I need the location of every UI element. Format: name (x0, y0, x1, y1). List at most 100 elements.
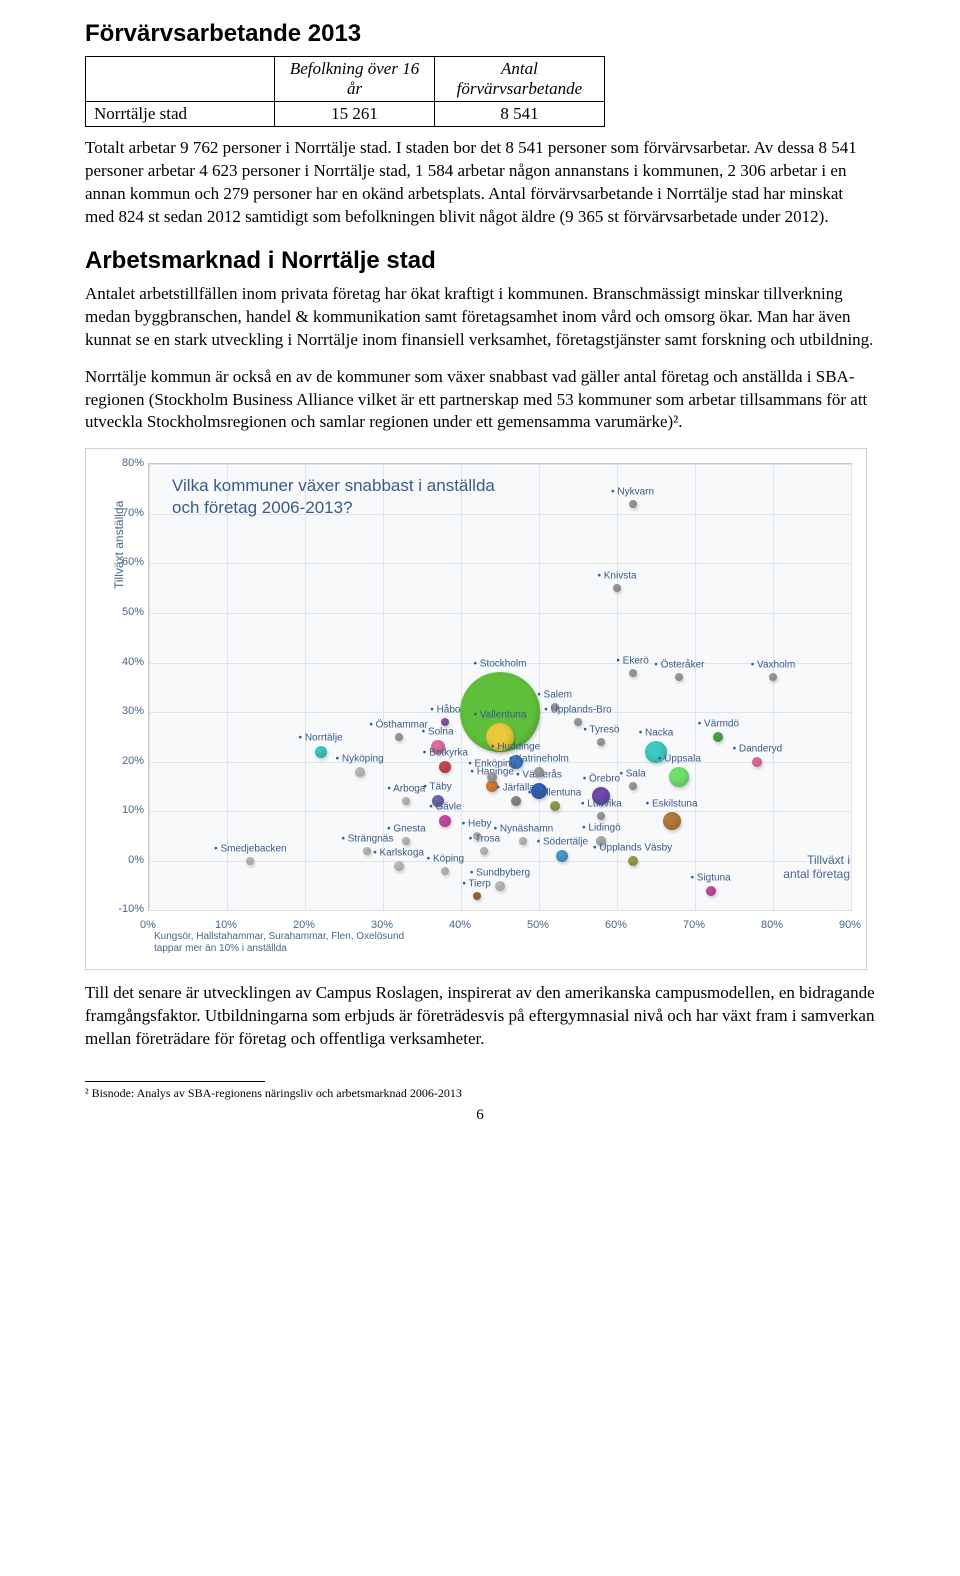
chart-bubble (487, 772, 497, 782)
chart-bubble (574, 718, 582, 726)
chart-bubble-label: • Sala (619, 769, 645, 780)
chart-xtick: 30% (371, 919, 393, 931)
chart-bubble (629, 782, 637, 790)
chart-plot-area: • Stockholm• Vallentuna• Nacka• Uppsala•… (148, 463, 852, 911)
chart-ytick: 50% (110, 606, 144, 618)
chart-bubble-label: • Heby (462, 819, 492, 830)
paragraph-3: Norrtälje kommun är också en av de kommu… (85, 366, 875, 435)
chart-bubble-label: • Upplands Väsby (593, 842, 672, 853)
chart-bubble-label: • Karlskoga (373, 847, 424, 858)
chart-bubble (628, 856, 638, 866)
chart-bubble-label: • Knivsta (597, 571, 636, 582)
footnote-rule (85, 1081, 265, 1082)
chart-bubble-label: • Strängnäs (341, 833, 393, 844)
chart-bubble-label: • Trosa (469, 833, 500, 844)
chart-bubble-label: • Gävle (429, 802, 461, 813)
chart-bubble-label: • Smedjebacken (214, 843, 286, 854)
chart-bubble-label: • Täby (423, 782, 451, 793)
chart-ytick: 10% (110, 804, 144, 816)
chart-bubble (480, 847, 488, 855)
chart-bubble-label: • Sigtuna (690, 872, 730, 883)
employment-table: Befolkning över 16 år Antal förvärvsarbe… (85, 56, 605, 127)
table-cell-population: 15 261 (275, 102, 435, 127)
chart-xtick: 20% (293, 919, 315, 931)
chart-bubble (675, 673, 683, 681)
table-cell-rowlabel: Norrtälje stad (86, 102, 275, 127)
table-header-row: Befolkning över 16 år Antal förvärvsarbe… (86, 57, 605, 102)
chart-xtick: 70% (683, 919, 705, 931)
chart-ytick: -10% (110, 903, 144, 915)
chart-x-axis-label: Tillväxt i antal företag (783, 853, 850, 882)
chart-bubble (556, 850, 568, 862)
chart-bubble (355, 767, 365, 777)
chart-bubble-label: • Norrtälje (299, 732, 343, 743)
bubble-chart: Tillväxt anställda • Stockholm• Vallentu… (85, 448, 867, 970)
chart-bubble (629, 500, 637, 508)
chart-bubble-label: • Sollentuna (528, 788, 582, 799)
chart-xtick: 80% (761, 919, 783, 931)
chart-bubble-label: • Uppsala (658, 753, 701, 764)
document-page: Förvärvsarbetande 2013 Befolkning över 1… (0, 0, 960, 1576)
table-cell-employed: 8 541 (434, 102, 604, 127)
table-col-employed: Antal förvärvsarbetande (434, 57, 604, 102)
chart-bubble-label: • Tierp (462, 878, 491, 889)
chart-ytick: 0% (110, 854, 144, 866)
chart-bubble-label: • Ludvika (581, 799, 622, 810)
chart-bubble-label: • Botkyrka (423, 747, 468, 758)
chart-bubble-label: • Huddinge (491, 741, 540, 752)
chart-bubble (495, 881, 505, 891)
chart-bubble (669, 767, 689, 787)
chart-bubble-label: • Vaxholm (751, 660, 795, 671)
chart-bubble-label: • Örebro (583, 774, 620, 785)
chart-bubble (519, 837, 527, 845)
chart-bubble (439, 815, 451, 827)
chart-ytick: 20% (110, 755, 144, 767)
chart-bubble (597, 812, 605, 820)
chart-bubble (550, 801, 560, 811)
chart-ytick: 40% (110, 656, 144, 668)
chart-bubble-label: • Köping (427, 853, 464, 864)
heading-arbetsmarknad: Arbetsmarknad i Norrtälje stad (85, 247, 875, 275)
chart-bubble (441, 718, 449, 726)
chart-ytick: 30% (110, 705, 144, 717)
chart-bubble-label: • Ekerö (616, 655, 648, 666)
chart-bubble-label: • Salem (537, 690, 572, 701)
chart-container: Tillväxt anställda • Stockholm• Vallentu… (85, 448, 875, 970)
chart-bubble (752, 757, 762, 767)
chart-xtick: 10% (215, 919, 237, 931)
chart-bubble (769, 673, 777, 681)
chart-bubble (511, 796, 521, 806)
chart-bubble-label: • Tyresö (583, 724, 619, 735)
chart-bubble-label: • Stockholm (474, 659, 527, 670)
chart-bubble (402, 797, 410, 805)
chart-bubble-label: • Håbo (430, 705, 460, 716)
paragraph-4: Till det senare är utvecklingen av Campu… (85, 982, 875, 1051)
chart-bubble (315, 746, 327, 758)
chart-bubble-label: • Eskilstuna (646, 799, 698, 810)
chart-bubble (613, 584, 621, 592)
chart-bubble-label: • Danderyd (733, 743, 783, 754)
chart-bubble (629, 669, 637, 677)
chart-bubble-label: • Nacka (639, 727, 674, 738)
page-number: 6 (85, 1107, 875, 1124)
chart-ytick: 80% (110, 457, 144, 469)
chart-xtick: 40% (449, 919, 471, 931)
table-row: Norrtälje stad 15 261 8 541 (86, 102, 605, 127)
chart-ytick: 70% (110, 507, 144, 519)
chart-bubble-label: • Värmdö (698, 718, 739, 729)
chart-bubble-label: • Sundbyberg (470, 867, 530, 878)
chart-bubble (597, 738, 605, 746)
chart-bubble (402, 837, 410, 845)
chart-bubble (706, 886, 716, 896)
chart-bubble-label: • Enköping (468, 758, 516, 769)
chart-bubble (439, 761, 451, 773)
chart-title: Vilka kommuner växer snabbast i anställd… (172, 475, 502, 518)
chart-xtick: 60% (605, 919, 627, 931)
chart-bubble (394, 861, 404, 871)
chart-bubble (663, 812, 681, 830)
paragraph-2: Antalet arbetstillfällen inom privata fö… (85, 283, 875, 352)
chart-bubble-label: • Nyköping (336, 753, 384, 764)
chart-bubble (713, 732, 723, 742)
chart-bubble-label: • Södertälje (537, 836, 588, 847)
chart-bubble (246, 857, 254, 865)
